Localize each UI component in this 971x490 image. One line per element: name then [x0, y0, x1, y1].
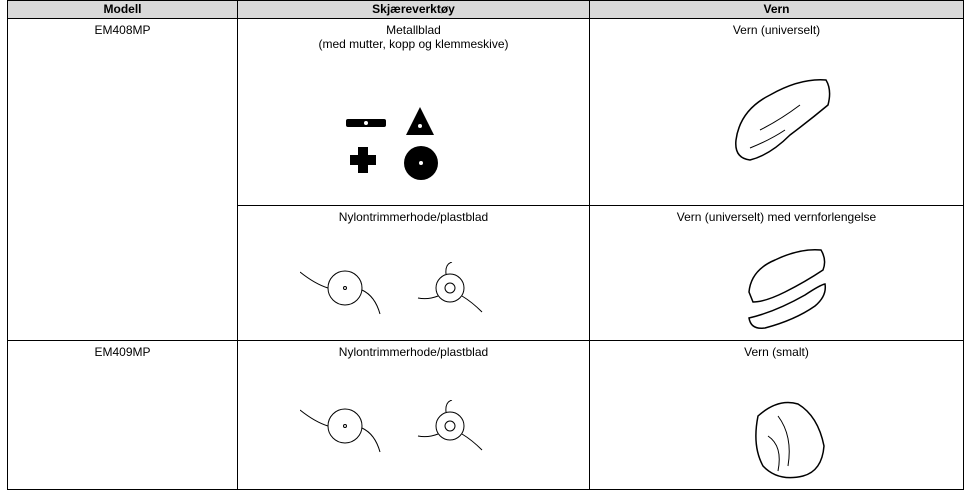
model-cell: EM408MP — [7, 18, 238, 341]
header-cell: Modell — [7, 0, 238, 19]
header-cell: Vern — [589, 0, 964, 19]
header-cell: Skjæreverktøy — [237, 0, 590, 19]
model-cell: EM409MP — [7, 340, 238, 490]
model-text: EM408MP — [94, 23, 151, 37]
metal-blades-icon — [346, 107, 438, 180]
guard-icon — [755, 401, 825, 479]
guard-text: Vern (smalt) — [744, 345, 809, 359]
guard-text: Vern (universelt) med vernforlengelse — [676, 210, 877, 224]
guard-text: Vern (universelt) — [732, 23, 821, 37]
header-text: Modell — [103, 2, 142, 16]
model-text: EM409MP — [94, 345, 151, 359]
tool-text: Nylontrimmerhode/plastblad — [338, 210, 489, 224]
tool-text: (med mutter, kopp og klemmeskive) — [318, 37, 509, 51]
tool-text: Metallblad — [386, 23, 441, 37]
header-text: Vern — [763, 2, 790, 16]
tool-text: Nylontrimmerhode/plastblad — [338, 345, 489, 359]
trimmer-icon — [300, 400, 483, 453]
guard-icon — [735, 79, 831, 161]
guard-icon — [748, 248, 827, 330]
header-text: Skjæreverktøy — [372, 2, 455, 16]
trimmer-icon — [300, 262, 483, 315]
